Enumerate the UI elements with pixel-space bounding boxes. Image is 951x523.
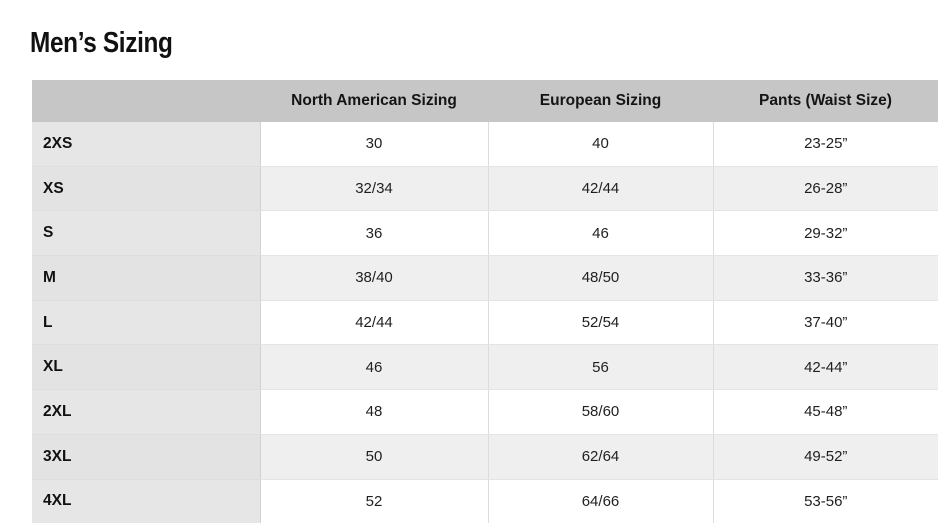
cell-pants_waist: 23-25” bbox=[713, 122, 938, 167]
cell-size: L bbox=[32, 300, 261, 346]
cell-pants_waist: 42-44” bbox=[713, 344, 938, 391]
cell-north_american: 46 bbox=[260, 344, 489, 391]
cell-north_american: 36 bbox=[260, 210, 489, 257]
cell-size: S bbox=[32, 210, 261, 257]
cell-pants_waist: 49-52” bbox=[713, 434, 938, 480]
cell-size: XL bbox=[32, 344, 261, 391]
table-row: XS 32/34 42/44 26-28” bbox=[32, 166, 938, 212]
table-row: S 36 46 29-32” bbox=[32, 210, 938, 257]
cell-size: 3XL bbox=[32, 434, 261, 480]
table-row: 3XL 50 62/64 49-52” bbox=[32, 434, 938, 480]
table-row: XL 46 56 42-44” bbox=[32, 344, 938, 391]
cell-north_american: 42/44 bbox=[260, 300, 489, 346]
table-row: 2XL 48 58/60 45-48” bbox=[32, 389, 938, 435]
cell-pants_waist: 26-28” bbox=[713, 166, 938, 212]
cell-european: 42/44 bbox=[488, 166, 714, 212]
cell-european: 52/54 bbox=[488, 300, 714, 346]
cell-north_american: 30 bbox=[260, 122, 489, 167]
cell-north_american: 32/34 bbox=[260, 166, 489, 212]
cell-pants_waist: 33-36” bbox=[713, 255, 938, 301]
cell-pants_waist: 53-56” bbox=[713, 479, 938, 523]
table-body: 2XS 30 40 23-25” XS 32/34 42/44 26-28” S 36 46 29-3… bbox=[32, 122, 938, 523]
cell-north_american: 38/40 bbox=[260, 255, 489, 301]
page-title: Men’s Sizing bbox=[30, 27, 173, 60]
cell-european: 56 bbox=[488, 344, 714, 391]
table-row: 2XS 30 40 23-25” bbox=[32, 122, 938, 167]
cell-size: M bbox=[32, 255, 261, 301]
table-header: North American Sizing European Sizing Pa… bbox=[32, 80, 938, 122]
cell-north_american: 52 bbox=[260, 479, 489, 523]
column-header-north-american-sizing: North American Sizing bbox=[260, 80, 488, 122]
cell-european: 46 bbox=[488, 210, 714, 257]
cell-pants_waist: 45-48” bbox=[713, 389, 938, 435]
table-row: L 42/44 52/54 37-40” bbox=[32, 300, 938, 346]
cell-size: XS bbox=[32, 166, 261, 212]
table-row: 4XL 52 64/66 53-56” bbox=[32, 479, 938, 523]
cell-european: 40 bbox=[488, 122, 714, 167]
cell-european: 64/66 bbox=[488, 479, 714, 523]
cell-pants_waist: 37-40” bbox=[713, 300, 938, 346]
column-header-pants-waist-size: Pants (Waist Size) bbox=[713, 80, 938, 122]
sizing-table-container: North American Sizing European Sizing Pa… bbox=[32, 80, 938, 523]
cell-size: 2XS bbox=[32, 122, 261, 167]
cell-north_american: 50 bbox=[260, 434, 489, 480]
column-header-european-sizing: European Sizing bbox=[488, 80, 713, 122]
column-header-size bbox=[32, 80, 260, 122]
table-row: M 38/40 48/50 33-36” bbox=[32, 255, 938, 301]
cell-north_american: 48 bbox=[260, 389, 489, 435]
cell-size: 2XL bbox=[32, 389, 261, 435]
mens-sizing-table: North American Sizing European Sizing Pa… bbox=[32, 80, 938, 523]
cell-european: 58/60 bbox=[488, 389, 714, 435]
cell-size: 4XL bbox=[32, 479, 261, 523]
cell-pants_waist: 29-32” bbox=[713, 210, 938, 257]
cell-european: 62/64 bbox=[488, 434, 714, 480]
table-header-row: North American Sizing European Sizing Pa… bbox=[32, 80, 938, 122]
cell-european: 48/50 bbox=[488, 255, 714, 301]
